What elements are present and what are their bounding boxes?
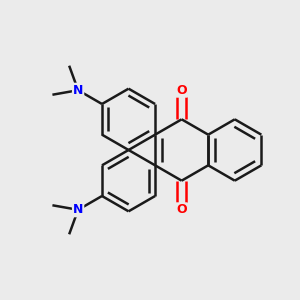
Text: N: N xyxy=(73,84,83,97)
Text: N: N xyxy=(73,203,83,216)
Text: O: O xyxy=(176,203,187,216)
Text: O: O xyxy=(176,84,187,97)
